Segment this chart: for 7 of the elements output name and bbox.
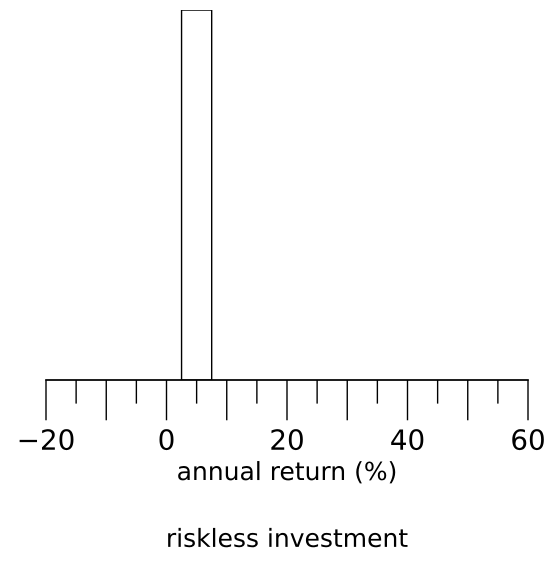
x-tick-label: 40 bbox=[391, 429, 424, 450]
x-tick-label: −20 bbox=[20, 429, 74, 450]
x-axis-title: annual return (%) bbox=[178, 461, 396, 484]
text: riskless investment bbox=[168, 528, 408, 548]
x-tick-label: 0 bbox=[159, 429, 174, 450]
x-tick-label: 20 bbox=[271, 429, 303, 450]
x-tick-label: 60 bbox=[512, 429, 544, 450]
